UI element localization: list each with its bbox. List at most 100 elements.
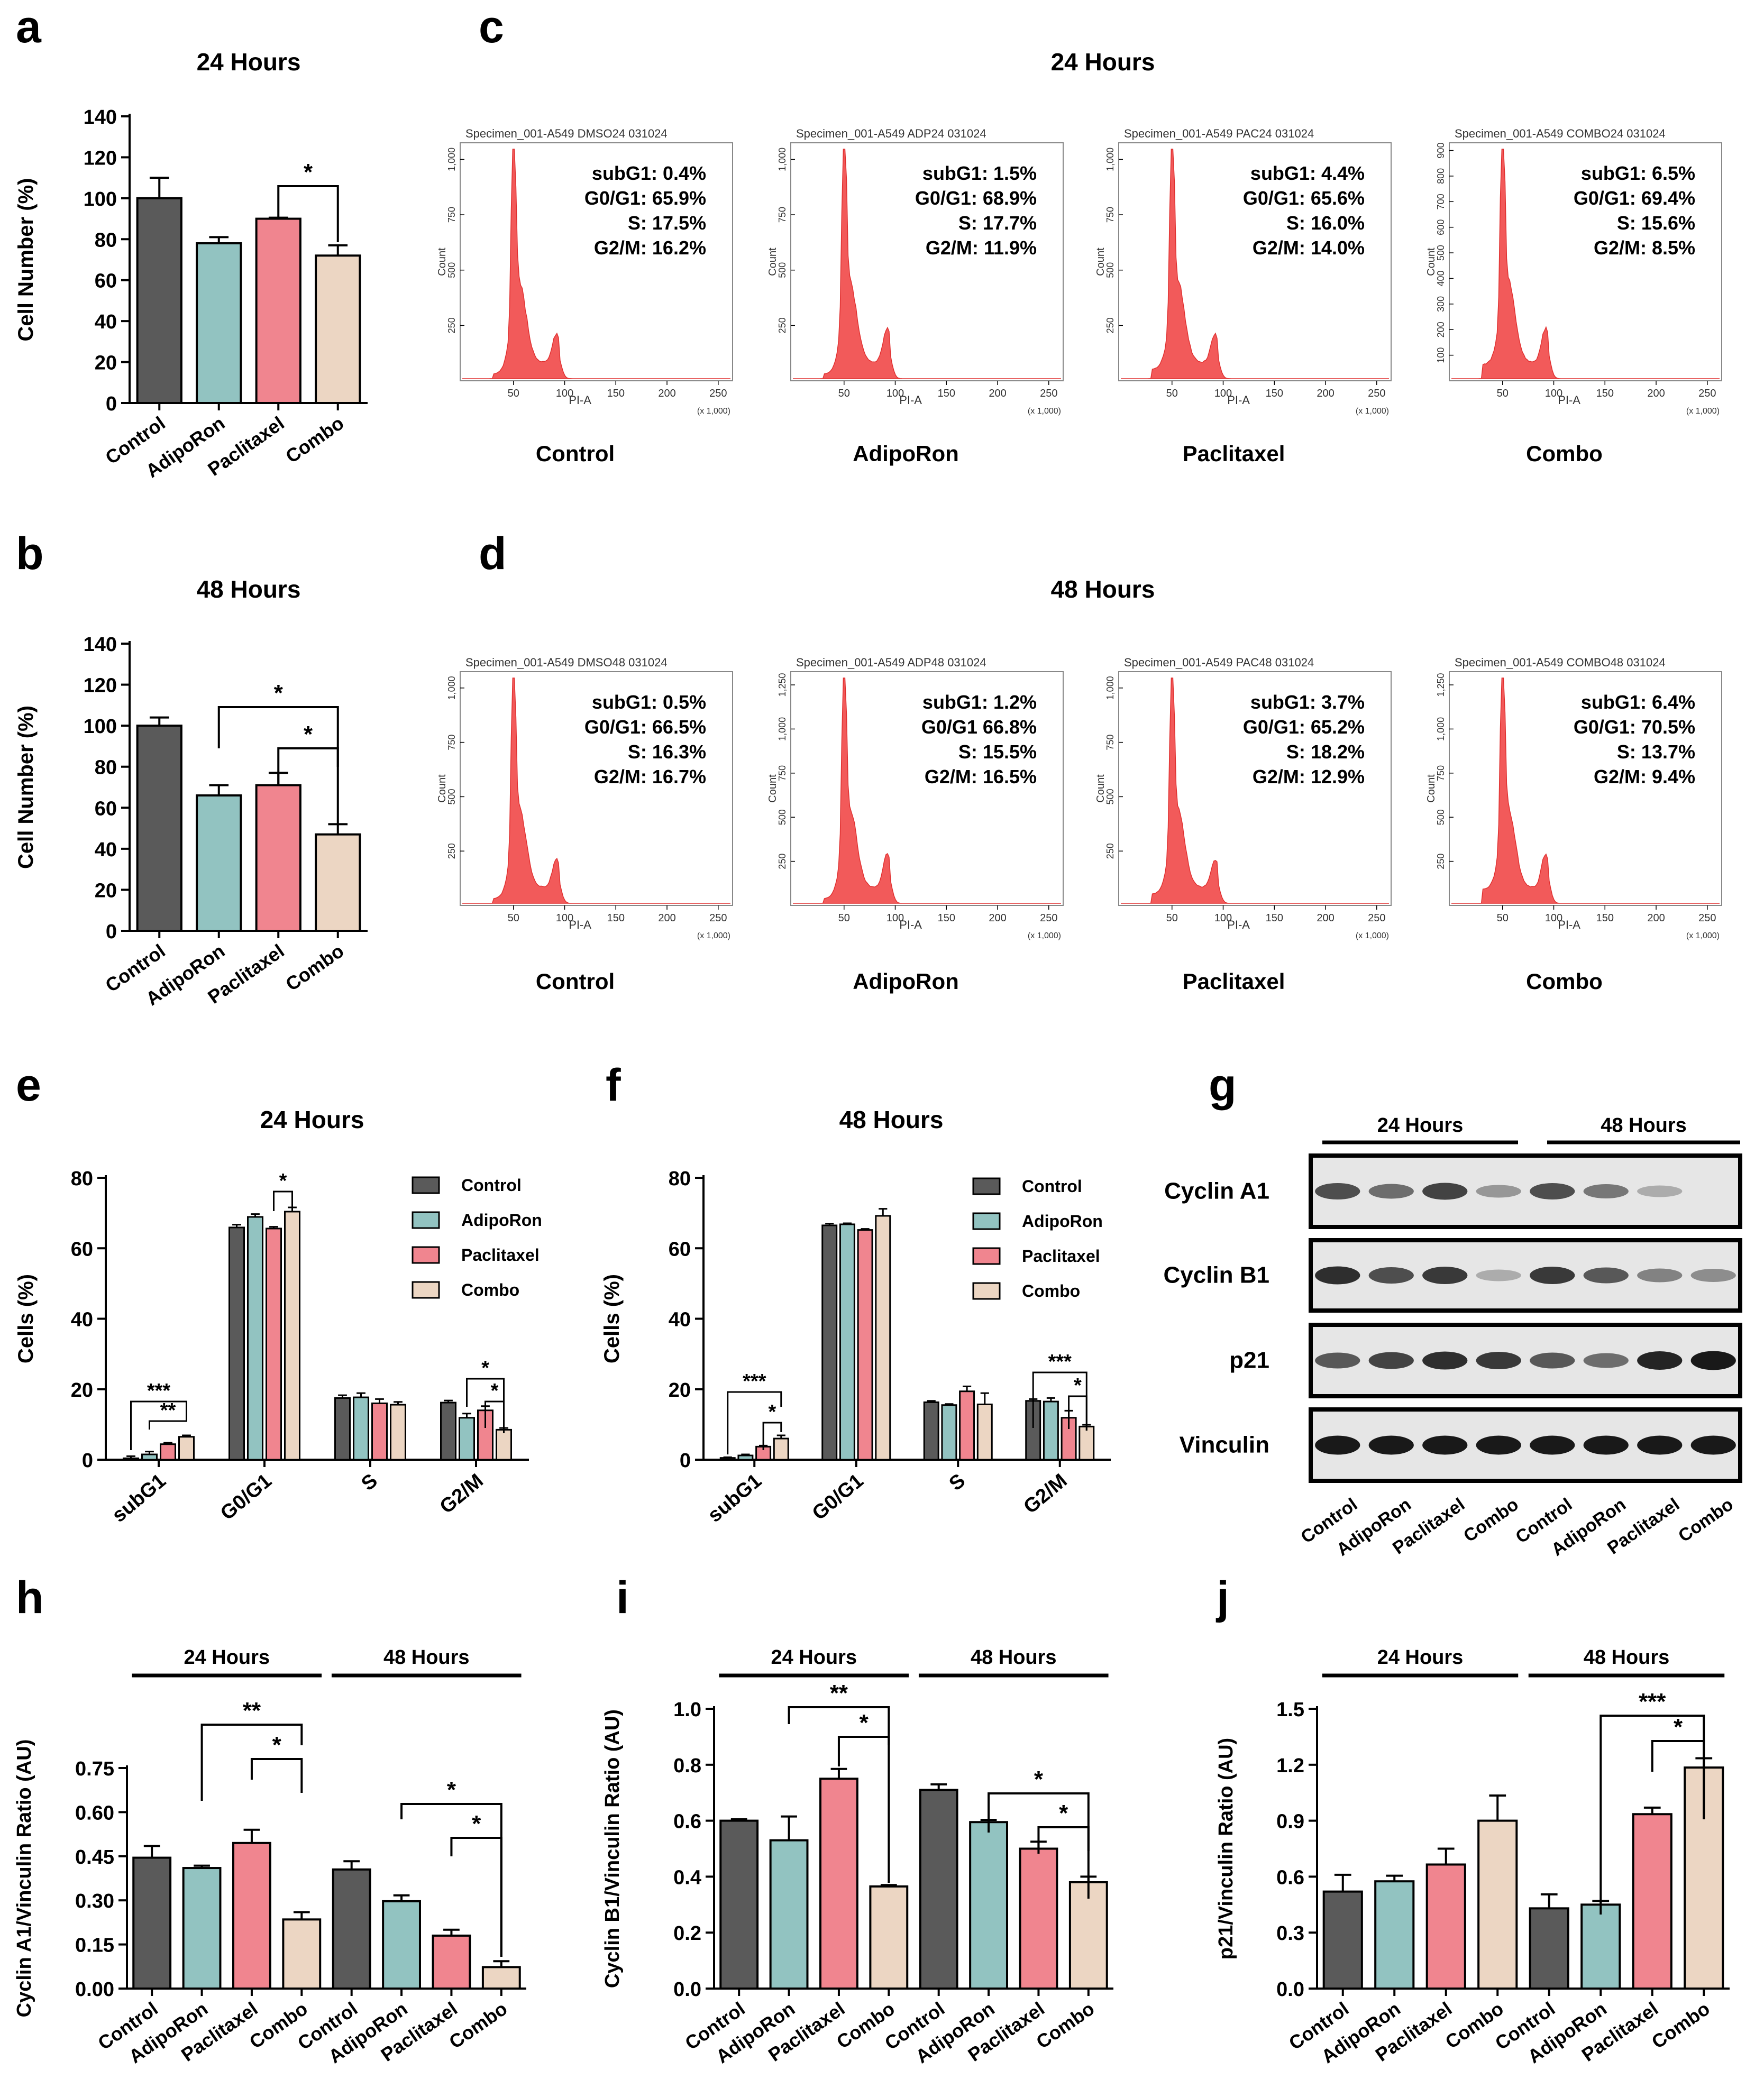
- y-tick-label-i: 1.0: [673, 1699, 701, 1721]
- y-tick-label-b: 0: [106, 921, 117, 943]
- chart-title-f: 48 Hours: [839, 1106, 944, 1133]
- y-tick-label-b: 60: [95, 798, 117, 820]
- y-tick-label-b: 100: [84, 716, 117, 738]
- bar-h-combo: [282, 1918, 322, 1990]
- legend-swatch-e-paclitaxel: [412, 1246, 440, 1264]
- hist-y-tick-label-c: 1,000: [777, 148, 788, 171]
- specimen-label-c: Specimen_001-A549 DMSO24 031024: [465, 127, 668, 140]
- y-tick-label-i: 0.2: [673, 1922, 701, 1945]
- hist-x-tick-label-c: 250: [1368, 388, 1385, 399]
- hist-x-tick-label-c: 200: [989, 388, 1006, 399]
- y-tick-label-e: 80: [71, 1168, 93, 1190]
- panel-letter-h: h: [16, 1572, 44, 1623]
- hist-y-tick-label-c: 500: [446, 262, 457, 278]
- y-tick-label-h: 0.30: [75, 1890, 114, 1912]
- y-tick-label-a: 20: [95, 352, 117, 374]
- bar-e-combo-2: [390, 1404, 406, 1461]
- hist-x-tick-label-c: 250: [1698, 388, 1716, 399]
- bar-j-adiporon: [1580, 1903, 1621, 1990]
- hist-x-tick-label-c: 200: [658, 388, 675, 399]
- hist-x-tick-label-c: 250: [709, 388, 727, 399]
- hist-x-label-c: PI-A: [569, 393, 591, 407]
- phase-stat-c: G0/G1: 68.9%: [915, 187, 1037, 209]
- panel-letter-e: e: [16, 1060, 41, 1111]
- y-tick-label-j: 0.3: [1276, 1922, 1304, 1945]
- x-tick-label-f: subG1: [703, 1470, 766, 1527]
- y-tick-label-h: 0.45: [75, 1846, 114, 1869]
- bar-b-combo: [315, 833, 361, 932]
- significance-bracket-f: [727, 1391, 782, 1454]
- phase-stat-d: S: 15.5%: [958, 741, 1037, 763]
- y-tick-label-i: 0.6: [673, 1811, 701, 1833]
- specimen-label-c: Specimen_001-A549 COMBO24 031024: [1455, 127, 1666, 140]
- significance-bracket-j: [1651, 1740, 1705, 1819]
- significance-bracket-e: [485, 1400, 505, 1433]
- hist-x-tick-label-c: 200: [1647, 388, 1665, 399]
- blot-band: [1637, 1268, 1683, 1283]
- significance-bracket-a: [277, 185, 339, 242]
- significance-label-e: **: [160, 1399, 176, 1422]
- hist-x-tick-label-c: 200: [1317, 388, 1334, 399]
- y-tick-label-f: 20: [669, 1379, 691, 1402]
- hist-y-tick-label-d: 750: [446, 735, 457, 750]
- bar-i-control: [719, 1819, 759, 1990]
- significance-bracket-e: [130, 1400, 187, 1450]
- legend-label-f: Combo: [1022, 1281, 1080, 1300]
- bar-j-control: [1322, 1890, 1363, 1990]
- blot-band: [1368, 1352, 1414, 1369]
- significance-bracket-e: [149, 1413, 187, 1430]
- bar-e-adiporon-1: [247, 1216, 263, 1461]
- significance-label-i: *: [1059, 1800, 1068, 1826]
- significance-label-i: **: [830, 1680, 848, 1706]
- legend-label-e: Combo: [461, 1280, 519, 1299]
- phase-stat-d: G2/M: 9.4%: [1594, 766, 1695, 787]
- hist-x-unit-c: (x 1,000): [697, 407, 730, 416]
- significance-bracket-i: [1037, 1826, 1090, 1899]
- significance-label-e: *: [279, 1170, 287, 1192]
- hist-x-tick-label-d: 150: [607, 912, 625, 924]
- bar-j-adiporon: [1374, 1880, 1415, 1990]
- hist-x-label-d: PI-A: [1558, 918, 1580, 931]
- bar-f-adiporon-1: [839, 1223, 855, 1461]
- significance-label-j: *: [1674, 1714, 1683, 1740]
- phase-stat-c: G2/M: 11.9%: [926, 237, 1037, 259]
- y-tick-label-e: 40: [71, 1309, 93, 1331]
- hist-x-tick-label-c: 50: [508, 388, 519, 399]
- significance-label-b: *: [304, 721, 313, 747]
- specimen-label-d: Specimen_001-A549 COMBO48 031024: [1455, 656, 1666, 669]
- hist-x-unit-c: (x 1,000): [1356, 407, 1389, 416]
- hist-y-tick-label-c: 800: [1436, 168, 1446, 184]
- significance-label-a: *: [304, 159, 313, 185]
- hist-y-label-d: Count: [767, 774, 779, 803]
- significance-bracket-b: [277, 747, 339, 825]
- blot-band: [1583, 1267, 1629, 1284]
- hist-x-label-d: PI-A: [1227, 918, 1250, 931]
- bar-h-adiporon: [382, 1900, 421, 1990]
- phase-stat-c: S: 17.5%: [628, 212, 706, 234]
- histogram-trace-d-combo: [1451, 677, 1720, 904]
- blot-band: [1476, 1352, 1521, 1369]
- y-tick-label-f: 80: [669, 1168, 691, 1190]
- y-tick-label-i: 0.4: [673, 1866, 701, 1889]
- histogram-trace-c-control: [462, 149, 730, 379]
- bar-e-combo-0: [178, 1436, 195, 1461]
- y-tick-label-b: 120: [84, 675, 117, 697]
- y-tick-label-j: 1.2: [1276, 1755, 1304, 1777]
- legend-swatch-f-control: [972, 1177, 1001, 1195]
- group-label-h-0: 24 Hours: [184, 1646, 270, 1669]
- hist-x-tick-label-d: 50: [838, 912, 850, 924]
- hist-y-label-d: Count: [1095, 774, 1107, 803]
- phase-stat-d: subG1: 3.7%: [1250, 691, 1365, 713]
- hist-x-tick-label-d: 100: [1545, 912, 1562, 924]
- y-tick-label-f: 60: [669, 1238, 691, 1260]
- panel-letter-f: f: [606, 1060, 621, 1111]
- hist-x-tick-label-c: 150: [1266, 388, 1283, 399]
- hist-x-unit-d: (x 1,000): [1028, 931, 1061, 940]
- chart-title-b: 48 Hours: [197, 575, 301, 603]
- x-tick-label-e: G2/M: [436, 1470, 488, 1518]
- bar-f-adiporon-0: [737, 1454, 754, 1461]
- bar-e-control-3: [440, 1402, 456, 1461]
- bar-a-combo: [315, 254, 361, 404]
- blot-band: [1422, 1351, 1468, 1370]
- blot-row-label: p21: [1229, 1348, 1269, 1373]
